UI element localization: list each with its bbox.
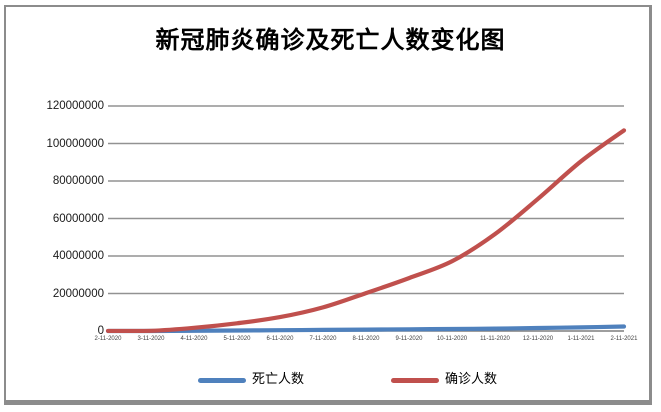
chart-title: 新冠肺炎确诊及死亡人数变化图 xyxy=(155,25,506,54)
x-axis-tick-label: 8-11-2020 xyxy=(352,336,380,342)
x-axis-tick-label: 2-11-2020 xyxy=(94,336,122,342)
chart-border xyxy=(4,5,652,405)
x-axis-tick-label: 6-11-2020 xyxy=(266,336,294,342)
legend-entry-confirmed: 确诊人数 xyxy=(391,372,497,388)
legend-label-deaths: 死亡人数 xyxy=(252,372,305,387)
x-axis-tick-label: 7-11-2020 xyxy=(309,336,337,342)
y-axis-tick-label: 60000000 xyxy=(52,212,104,225)
x-axis-tick-label: 10-11-2020 xyxy=(436,336,468,342)
y-axis-tick-label: 40000000 xyxy=(52,250,104,262)
x-axis-tick-label: 3-11-2020 xyxy=(137,336,165,342)
y-axis-tick-label: 120000000 xyxy=(46,100,104,112)
y-axis-tick-label: 20000000 xyxy=(52,287,104,300)
x-axis-tick-label: 11-11-2020 xyxy=(480,336,510,342)
x-axis-tick-label: 9-11-2020 xyxy=(395,336,423,342)
x-axis-tick-label: 5-11-2020 xyxy=(223,336,251,342)
confirmed-line xyxy=(105,128,627,334)
y-axis-tick-label: 80000000 xyxy=(52,175,104,187)
x-axis-tick-label: 1-11-2021 xyxy=(567,336,595,342)
x-axis-tick-label: 4-11-2020 xyxy=(180,336,208,342)
legend-entry-deaths: 死亡人数 xyxy=(198,372,304,388)
x-axis-tick-label: 12-11-2020 xyxy=(522,336,554,342)
legend-line-swatch-confirmed xyxy=(391,377,439,383)
x-axis-tick-label: 2-11-2021 xyxy=(610,336,638,342)
y-axis-tick-label: 100000000 xyxy=(46,137,104,150)
y-axis-tick-label: 0 xyxy=(97,325,104,337)
legend-line-swatch-deaths xyxy=(198,377,246,383)
legend-label-confirmed: 确诊人数 xyxy=(445,372,498,387)
deaths-line xyxy=(105,324,627,334)
